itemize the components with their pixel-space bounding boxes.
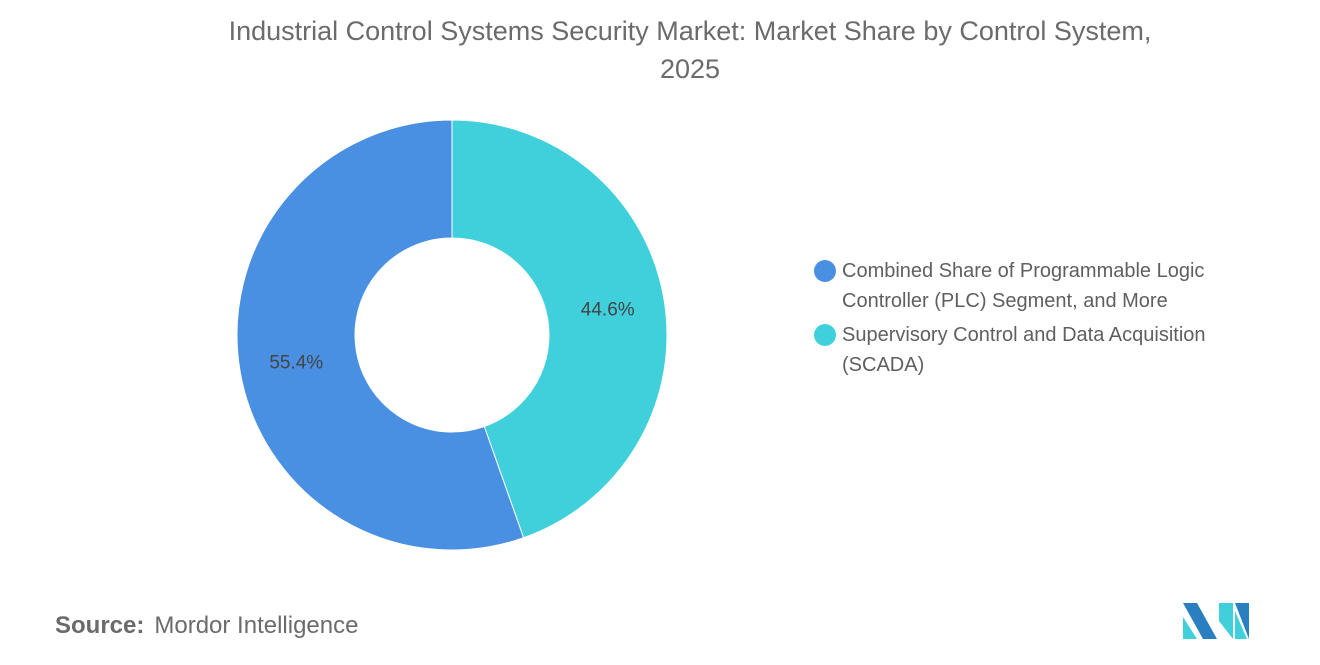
donut-slice-0[interactable]: [451, 119, 668, 539]
legend-line: Controller (PLC) Segment, and More: [842, 290, 1168, 312]
source-value: Mordor Intelligence: [154, 612, 359, 639]
title-line-2: 2025: [659, 54, 721, 84]
legend: Combined Share of Programmable Logic Cont…: [814, 256, 1284, 384]
legend-label-plc: Combined Share of Programmable Logic Cont…: [842, 256, 1204, 316]
legend-line: Supervisory Control and Data Acquisition: [842, 324, 1206, 346]
mordor-logo-icon: [1183, 603, 1249, 639]
data-label-1: 55.4%: [269, 353, 323, 374]
donut-slice-1[interactable]: [236, 119, 525, 551]
title-line-1: Industrial Control Systems Security Mark…: [228, 16, 1152, 46]
legend-line: Combined Share of Programmable Logic: [842, 260, 1205, 282]
legend-item-scada[interactable]: Supervisory Control and Data Acquisition…: [814, 320, 1284, 380]
legend-swatch-scada: [814, 324, 836, 346]
legend-swatch-plc: [814, 260, 836, 282]
legend-item-plc[interactable]: Combined Share of Programmable Logic Cont…: [814, 256, 1284, 316]
legend-line: (SCADA): [842, 354, 925, 376]
source-note: Source: Mordor Intelligence: [55, 612, 358, 640]
source-label: Source:: [55, 612, 145, 639]
legend-label-scada: Supervisory Control and Data Acquisition…: [842, 320, 1206, 380]
chart-title: Industrial Control Systems Security Mark…: [0, 12, 1320, 88]
data-label-0: 44.6%: [581, 299, 635, 320]
